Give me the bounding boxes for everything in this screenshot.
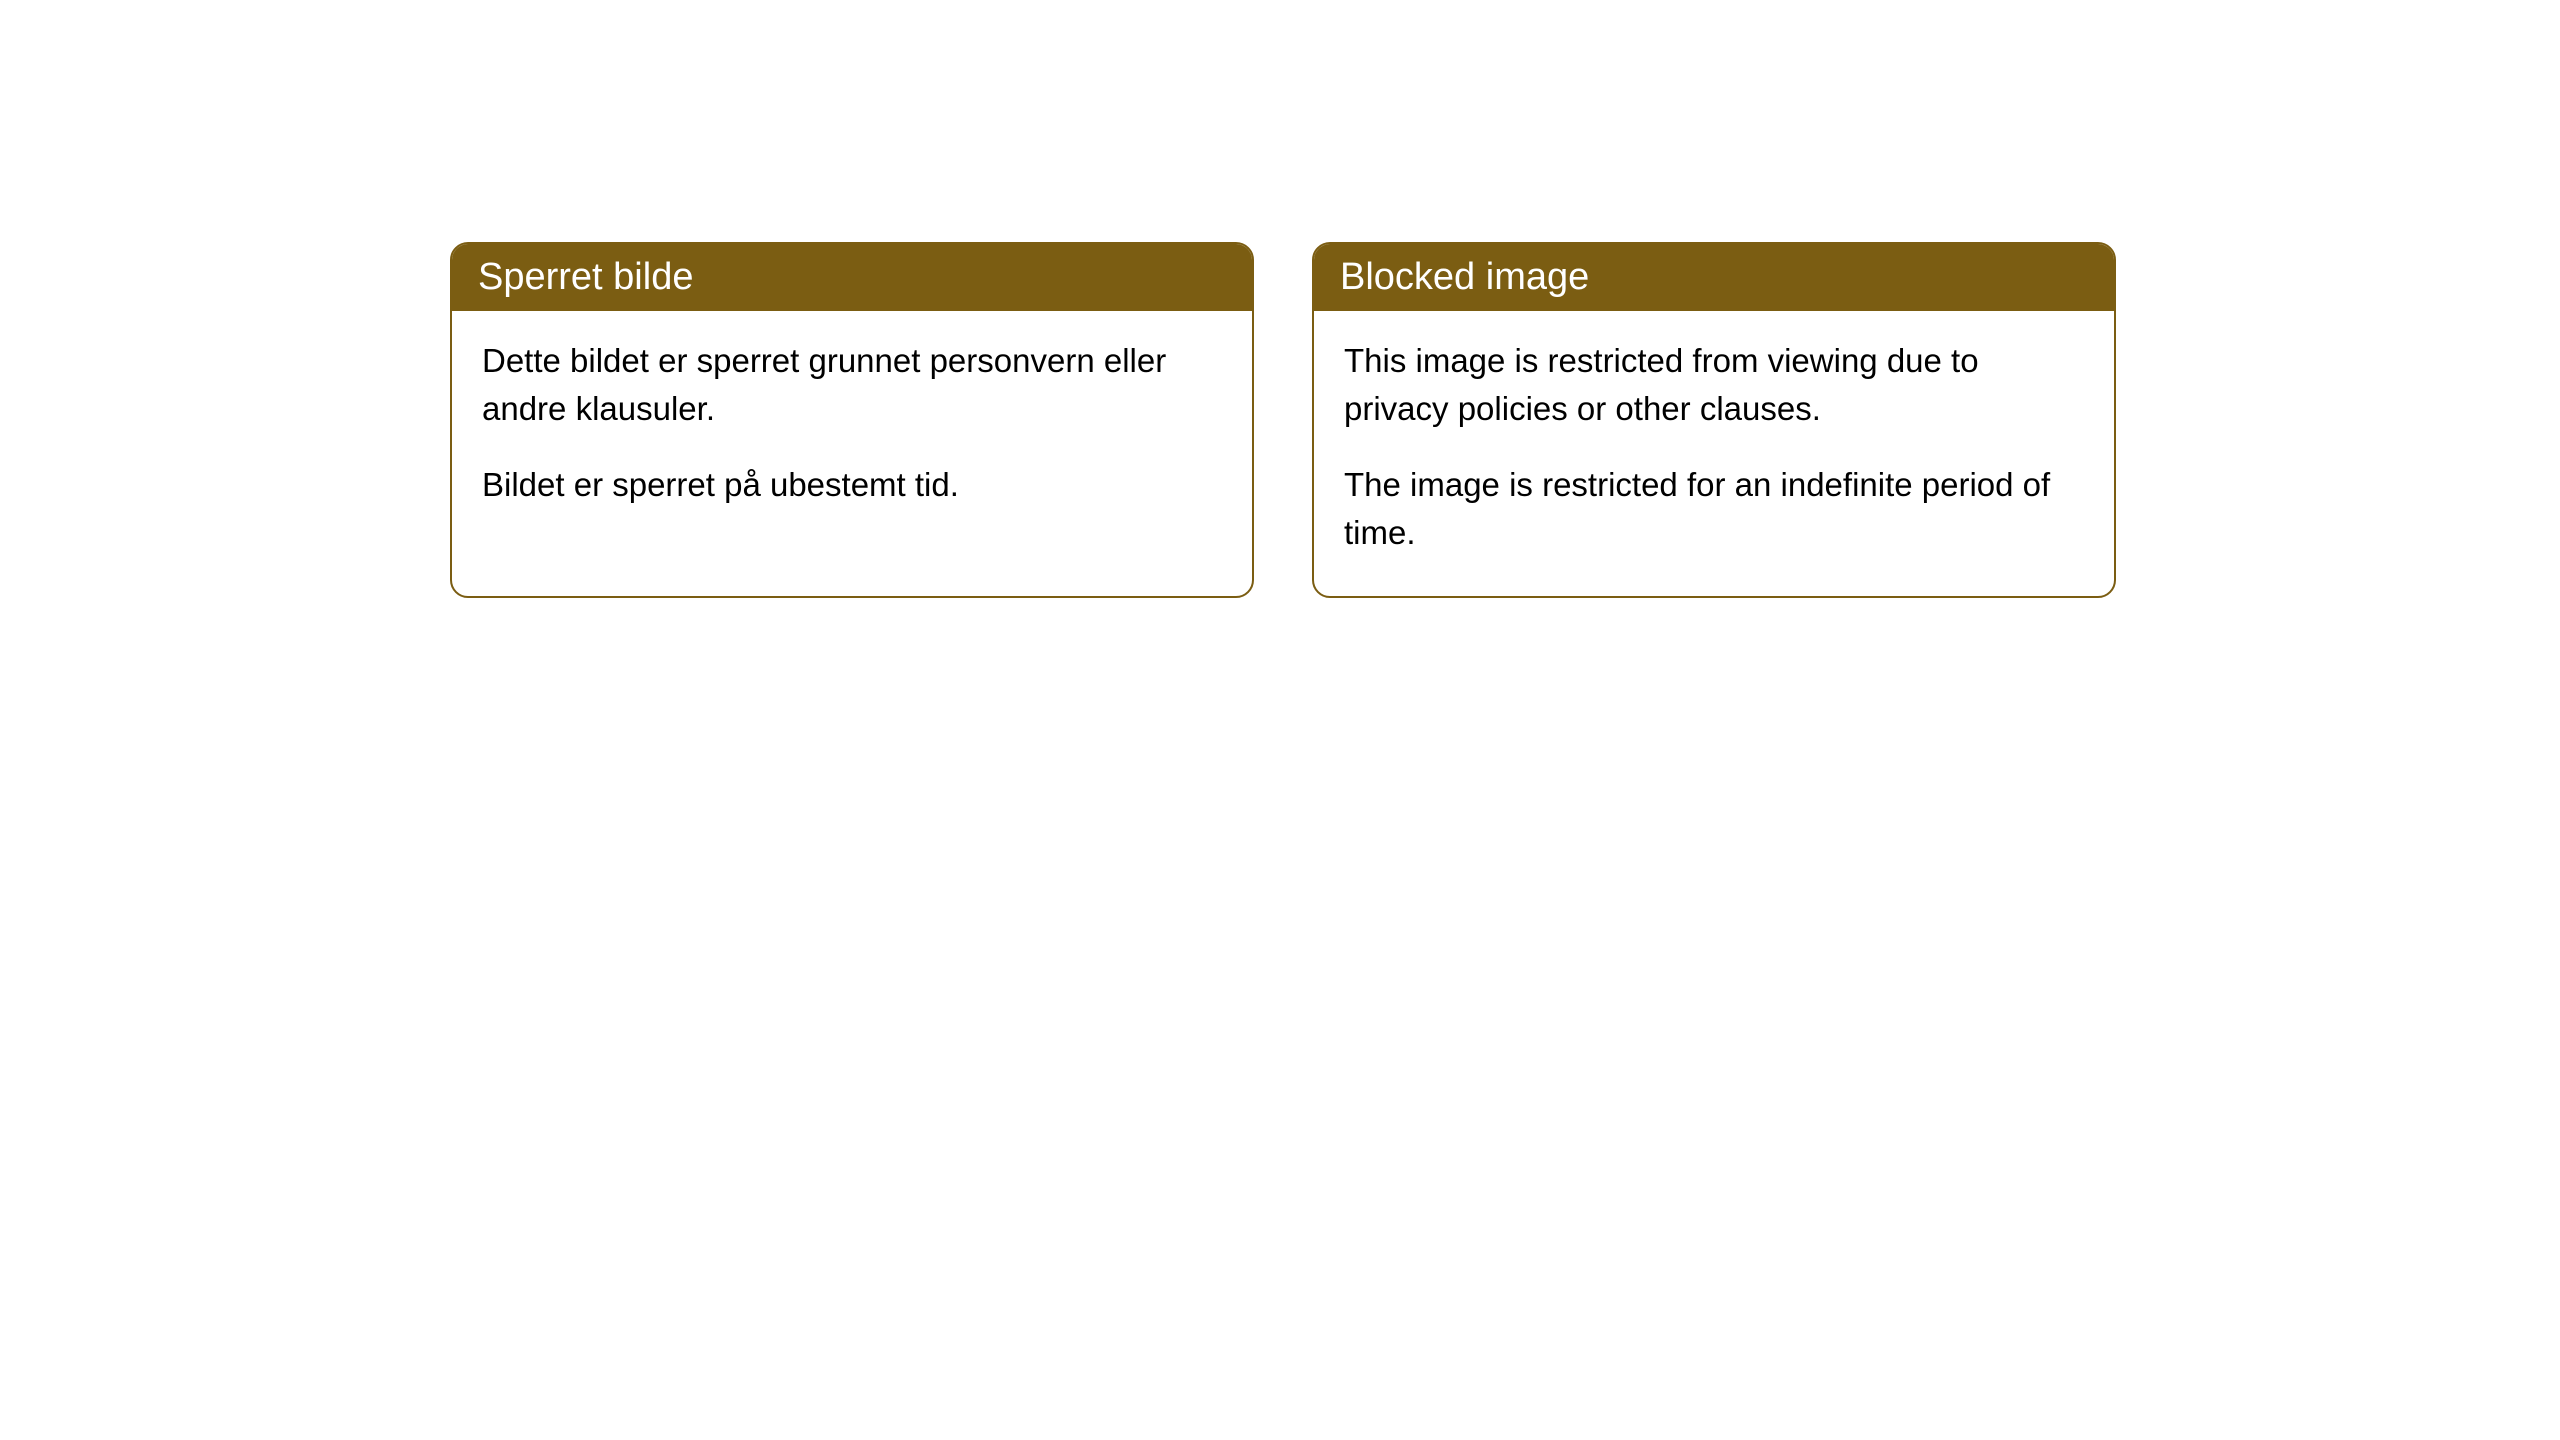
card-container: Sperret bilde Dette bildet er sperret gr… (450, 242, 2560, 598)
card-paragraph-1: This image is restricted from viewing du… (1344, 337, 2084, 433)
card-header: Sperret bilde (452, 244, 1252, 311)
card-paragraph-2: Bildet er sperret på ubestemt tid. (482, 461, 1222, 509)
card-title: Sperret bilde (478, 256, 693, 298)
blocked-image-card-norwegian: Sperret bilde Dette bildet er sperret gr… (450, 242, 1254, 598)
blocked-image-card-english: Blocked image This image is restricted f… (1312, 242, 2116, 598)
card-title: Blocked image (1340, 256, 1589, 298)
card-body: This image is restricted from viewing du… (1314, 311, 2114, 596)
card-body: Dette bildet er sperret grunnet personve… (452, 311, 1252, 549)
card-paragraph-1: Dette bildet er sperret grunnet personve… (482, 337, 1222, 433)
card-header: Blocked image (1314, 244, 2114, 311)
card-paragraph-2: The image is restricted for an indefinit… (1344, 461, 2084, 557)
